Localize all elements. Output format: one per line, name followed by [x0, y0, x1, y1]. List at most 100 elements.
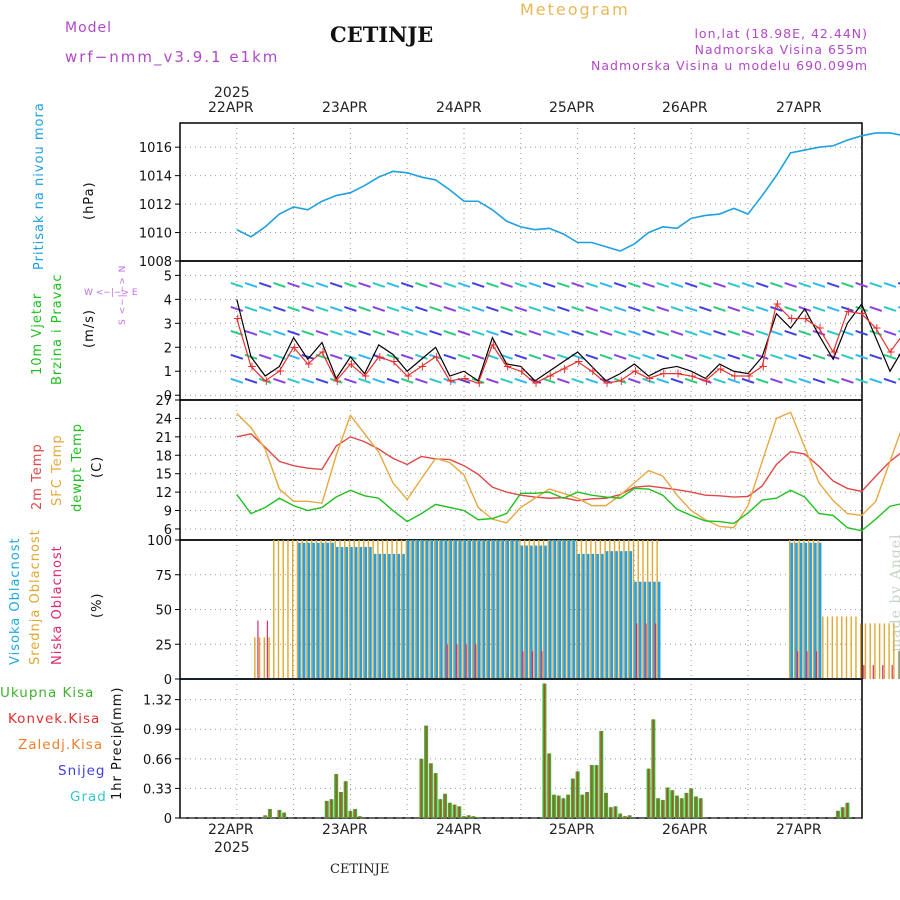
- mid-cloud-bar: [457, 540, 460, 679]
- wind-barb: [684, 353, 698, 360]
- y-tick-label: 1014: [139, 170, 172, 185]
- legend-snow: Snijeg: [58, 763, 106, 779]
- wind-barb: [855, 282, 868, 288]
- y-tick-label: 1008: [139, 255, 172, 270]
- wind-barb: [471, 329, 485, 336]
- precip-conv-bar: [548, 753, 550, 818]
- wind-barb: [883, 305, 897, 312]
- wind-barb: [514, 377, 528, 384]
- precip-conv-bar: [657, 798, 659, 818]
- day-label-top: 25APR: [549, 100, 595, 116]
- precip-conv-bar: [842, 807, 844, 818]
- precip-conv-bar: [581, 794, 583, 818]
- year-label-top: 2025: [214, 85, 250, 101]
- wind-gust-marker: +: [772, 297, 782, 311]
- wind-gust-marker: +: [630, 364, 640, 378]
- wind-gust-marker: +: [375, 350, 385, 364]
- precip-conv-bar: [463, 816, 465, 818]
- mid-cloud-bar: [263, 637, 265, 679]
- mid-cloud-bar: [533, 540, 535, 679]
- wind-barb: [727, 353, 741, 360]
- wind-barb: [315, 305, 329, 312]
- legend-graupel: Grad: [70, 789, 107, 805]
- mid-cloud-bar: [807, 540, 810, 679]
- precip-conv-bar: [283, 812, 285, 818]
- wind-barb: [386, 282, 400, 288]
- wind-barb: [500, 329, 513, 336]
- high-cloud-bar: [425, 540, 429, 679]
- low-cloud-bar: [796, 651, 799, 679]
- mid-cloud-bar: [344, 540, 346, 679]
- precip-conv-bar: [629, 815, 631, 818]
- high-cloud-bar: [563, 540, 566, 679]
- high-cloud-bar: [312, 542, 315, 679]
- low-cloud-bar: [257, 620, 259, 679]
- wind-barb: [258, 305, 272, 312]
- day-label-top: 23APR: [322, 100, 368, 116]
- wind-gust-marker: +: [275, 364, 285, 378]
- wind-barb: [429, 329, 442, 336]
- precip-conv-bar: [652, 719, 654, 818]
- mid-cloud-bar: [505, 540, 507, 679]
- wind-barb: [329, 282, 343, 288]
- high-cloud-bar: [326, 542, 330, 679]
- wind-barb: [684, 305, 698, 312]
- wind-barb: [713, 329, 726, 336]
- wind-gust-marker: +: [701, 374, 711, 388]
- wind-barb: [244, 282, 258, 288]
- high-cloud-bar: [369, 546, 372, 679]
- high-cloud-bar: [359, 546, 363, 679]
- precip-conv-bar: [359, 816, 361, 818]
- wind-barb: [883, 282, 897, 288]
- wind-barb: [258, 353, 272, 360]
- wind-barb: [457, 282, 471, 288]
- high-cloud-bar: [336, 546, 339, 679]
- wind-barb: [287, 353, 300, 360]
- high-cloud-bar: [468, 540, 472, 679]
- high-cloud-bar: [809, 542, 812, 679]
- high-cloud-bar: [814, 542, 817, 679]
- wind-barb: [713, 305, 726, 312]
- wind-barb: [372, 282, 386, 288]
- wind-barb: [457, 305, 471, 312]
- wind-barb: [599, 353, 613, 360]
- y-tick-label: 24: [155, 412, 172, 427]
- high-cloud-bar: [515, 540, 519, 679]
- low-cloud-bar: [645, 623, 647, 679]
- mid-cloud-bar: [888, 623, 890, 679]
- mid-cloud-bar: [334, 540, 336, 679]
- wind-barb: [244, 377, 258, 384]
- wind-barb: [415, 329, 428, 336]
- high-cloud-bar: [430, 540, 434, 679]
- footer-location: CETINJE: [330, 862, 390, 877]
- y-tick-label: 15: [155, 468, 172, 483]
- high-cloud-bar: [544, 545, 547, 679]
- mid-cloud-bar: [789, 540, 791, 679]
- model-name: wrf−nmm_v3.9.1 e1km: [65, 48, 280, 66]
- wind-barb: [628, 329, 641, 336]
- y-tick-label: 27: [155, 394, 172, 409]
- wind-barb: [471, 282, 485, 288]
- wind-barb: [301, 282, 315, 288]
- wind-barb: [415, 282, 428, 288]
- high-cloud-bar: [482, 540, 486, 679]
- wind-gust-marker: +: [616, 374, 626, 388]
- y-tick-label: 25: [155, 638, 172, 653]
- mid-cloud-bar: [481, 540, 483, 679]
- wind-barb: [571, 353, 584, 360]
- precip-conv-bar: [330, 799, 332, 818]
- mid-cloud-bar: [410, 540, 412, 679]
- mid-cloud-bar: [462, 540, 464, 679]
- low-cloud-bar: [863, 665, 865, 679]
- mid-cloud-bar: [467, 540, 469, 679]
- y-tick-label: 1016: [139, 141, 172, 156]
- wind-barb: [798, 377, 812, 384]
- high-cloud-bar: [591, 553, 595, 679]
- wind-barb: [557, 282, 570, 288]
- wind-barb: [770, 305, 783, 312]
- mid-cloud-bar: [296, 540, 299, 679]
- mid-cloud-bar: [254, 637, 256, 679]
- wind-barb: [301, 377, 315, 384]
- high-cloud-bar: [605, 551, 609, 679]
- wind-gust-marker: +: [290, 340, 300, 354]
